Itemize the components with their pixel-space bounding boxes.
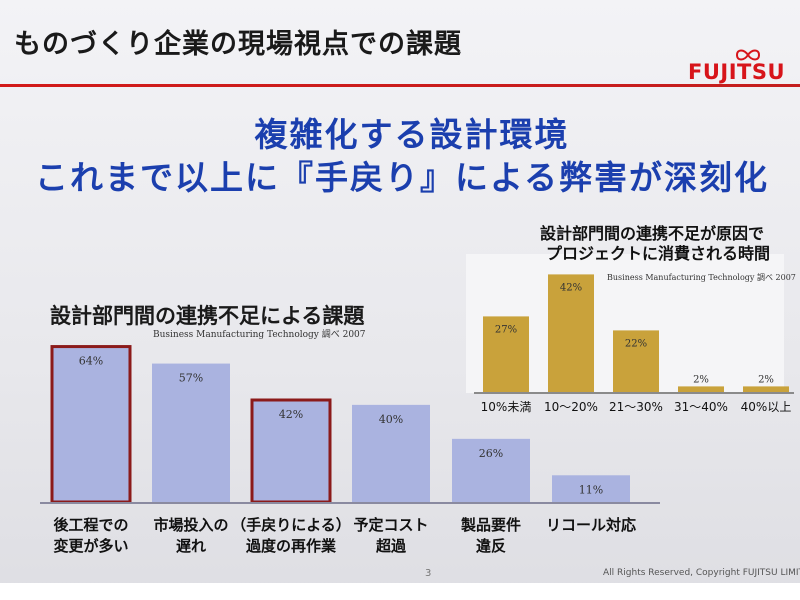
infinity-icon (735, 49, 761, 61)
left-bar-label-4: 26% (479, 447, 503, 460)
left-bar-4 (452, 438, 530, 502)
left-bar-3 (352, 404, 430, 502)
right-bar-label-1: 42% (560, 282, 582, 293)
right-bar-1 (548, 274, 594, 392)
left-category-5-line-0: リコール対応 (546, 516, 636, 534)
headline-line-1: 複雑化する設計環境 (254, 115, 570, 154)
left-category-2-line-0: （手戻りによる） (231, 516, 351, 534)
left-bar-5 (552, 475, 630, 502)
left-bar-1 (152, 363, 230, 502)
left-bar-label-2: 42% (279, 408, 303, 421)
left-category-0-line-1: 変更が多い (53, 537, 128, 555)
left-chart-source: Business Manufacturing Technology 調べ 200… (153, 330, 366, 340)
left-chart-baseline (40, 502, 660, 504)
slide-title: ものづくり企業の現場視点での課題 (14, 29, 462, 60)
right-bar-label-3: 2% (693, 374, 709, 385)
left-bar-2 (250, 398, 332, 504)
fujitsu-logo: FUJITSU (688, 49, 788, 86)
right-chart-source: Business Manufacturing Technology 調べ 200… (607, 273, 796, 282)
right-bar-3 (678, 386, 724, 392)
left-category-2-line-1: 過度の再作業 (245, 537, 337, 555)
footer-band (0, 583, 800, 600)
left-category-1-line-0: 市場投入の (153, 516, 228, 534)
right-bar-2 (613, 330, 659, 392)
right-bar-4 (743, 386, 789, 392)
right-category-4: 40%以上 (741, 400, 792, 414)
right-bar-label-2: 22% (625, 338, 647, 349)
left-bar-label-0: 64% (79, 355, 103, 368)
right-category-1: 10〜20% (544, 400, 598, 414)
left-bar-0 (50, 345, 132, 504)
left-category-0-line-0: 後工程での (52, 516, 128, 534)
left-category-4-line-1: 違反 (476, 537, 506, 555)
right-category-0: 10%未満 (481, 400, 532, 414)
right-bar-label-4: 2% (758, 374, 774, 385)
left-category-1-line-1: 遅れ (176, 537, 206, 555)
headline-line-2: これまで以上に『手戻り』による弊害が深刻化 (34, 158, 769, 197)
left-category-3-line-1: 超過 (375, 537, 407, 555)
right-chart-title-line-2: プロジェクトに消費される時間 (546, 244, 771, 263)
page-number: 3 (425, 568, 432, 579)
header-divider (0, 84, 800, 87)
right-category-2: 21〜30% (609, 400, 663, 414)
right-bar-0 (483, 316, 529, 392)
left-bar-label-1: 57% (179, 372, 203, 385)
copyright-notice: All Rights Reserved, Copyright FUJITSU L… (603, 568, 800, 578)
right-chart-title-line-1: 設計部門間の連携不足が原因で (540, 224, 765, 243)
left-chart-title: 設計部門間の連携不足による課題 (50, 304, 365, 328)
left-category-3-line-0: 予定コスト (353, 516, 428, 534)
right-bar-label-0: 27% (495, 324, 517, 335)
left-bar-label-5: 11% (579, 483, 603, 496)
left-bar-label-3: 40% (379, 413, 403, 426)
right-chart-baseline (474, 392, 794, 394)
logo-text: FUJITSU (688, 60, 786, 84)
left-category-4-line-0: 製品要件 (460, 516, 521, 534)
right-category-3: 31〜40% (674, 400, 728, 414)
